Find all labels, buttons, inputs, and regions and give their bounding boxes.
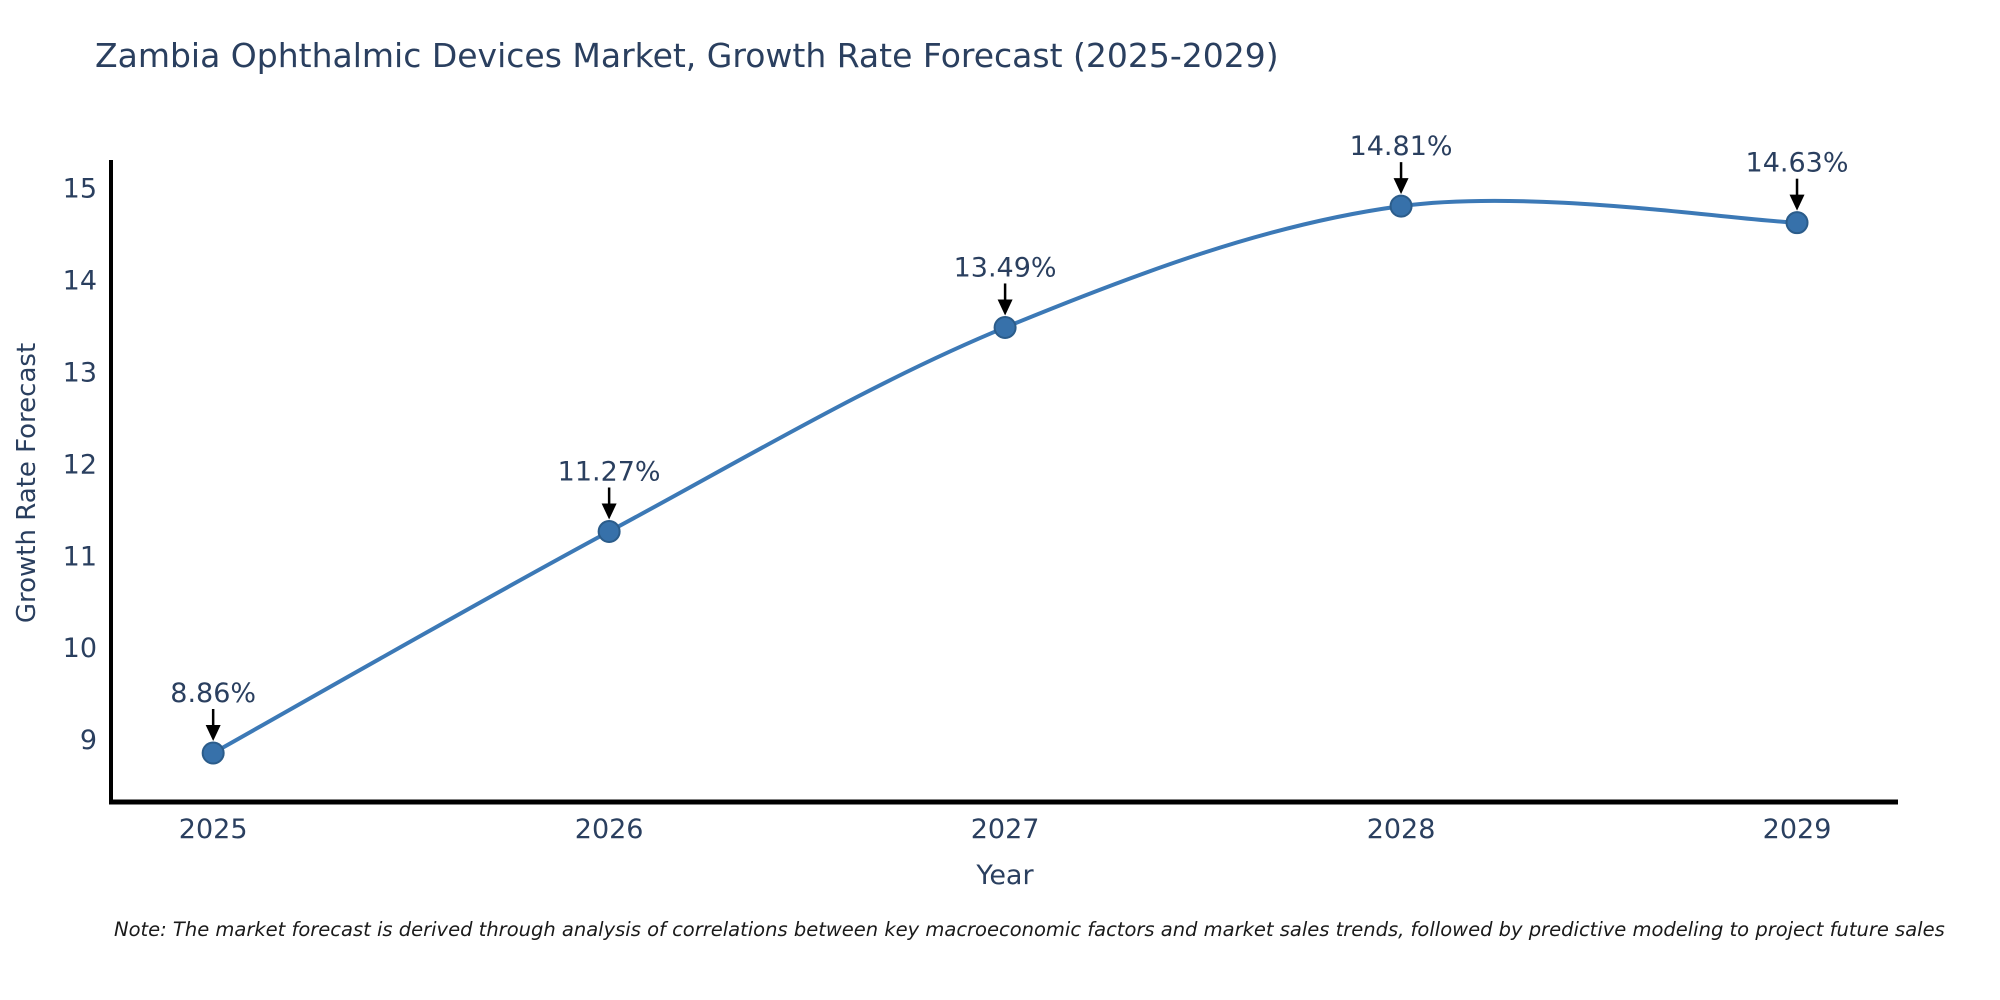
data-point-marker[interactable] [201,741,225,765]
data-point-label: 14.81% [1350,131,1453,162]
data-point-label: 8.86% [170,678,256,709]
x-tick-label: 2027 [971,814,1040,845]
data-point-marker[interactable] [1785,211,1809,235]
y-tick-label: 10 [63,633,97,664]
annotation-arrow-head [997,299,1013,316]
y-tick-label: 12 [63,449,97,480]
annotation-arrow-head [601,503,617,520]
data-point-label: 11.27% [558,457,661,488]
data-point-label: 14.63% [1746,148,1849,179]
x-tick-label: 2026 [575,814,644,845]
data-point-marker[interactable] [993,315,1017,339]
y-tick-label: 11 [63,541,97,572]
annotation-arrow-head [1789,194,1805,211]
y-tick-label: 14 [63,266,97,297]
x-axis-title: Year [976,860,1034,891]
annotation-arrow-head [1393,178,1409,195]
y-tick-label: 13 [63,357,97,388]
y-axis-title: Growth Rate Forecast [12,342,42,624]
data-point-label: 13.49% [954,252,1057,283]
annotation-arrow-head [205,725,221,742]
x-tick-label: 2029 [1763,814,1832,845]
y-tick-label: 9 [80,725,97,756]
footnote: Note: The market forecast is derived thr… [114,918,1945,941]
data-point-marker[interactable] [1389,194,1413,218]
data-point-marker[interactable] [597,520,621,544]
x-tick-label: 2025 [179,814,248,845]
chart-title: Zambia Ophthalmic Devices Market, Growth… [95,36,1279,75]
y-tick-label: 15 [63,174,97,205]
x-tick-label: 2028 [1367,814,1436,845]
